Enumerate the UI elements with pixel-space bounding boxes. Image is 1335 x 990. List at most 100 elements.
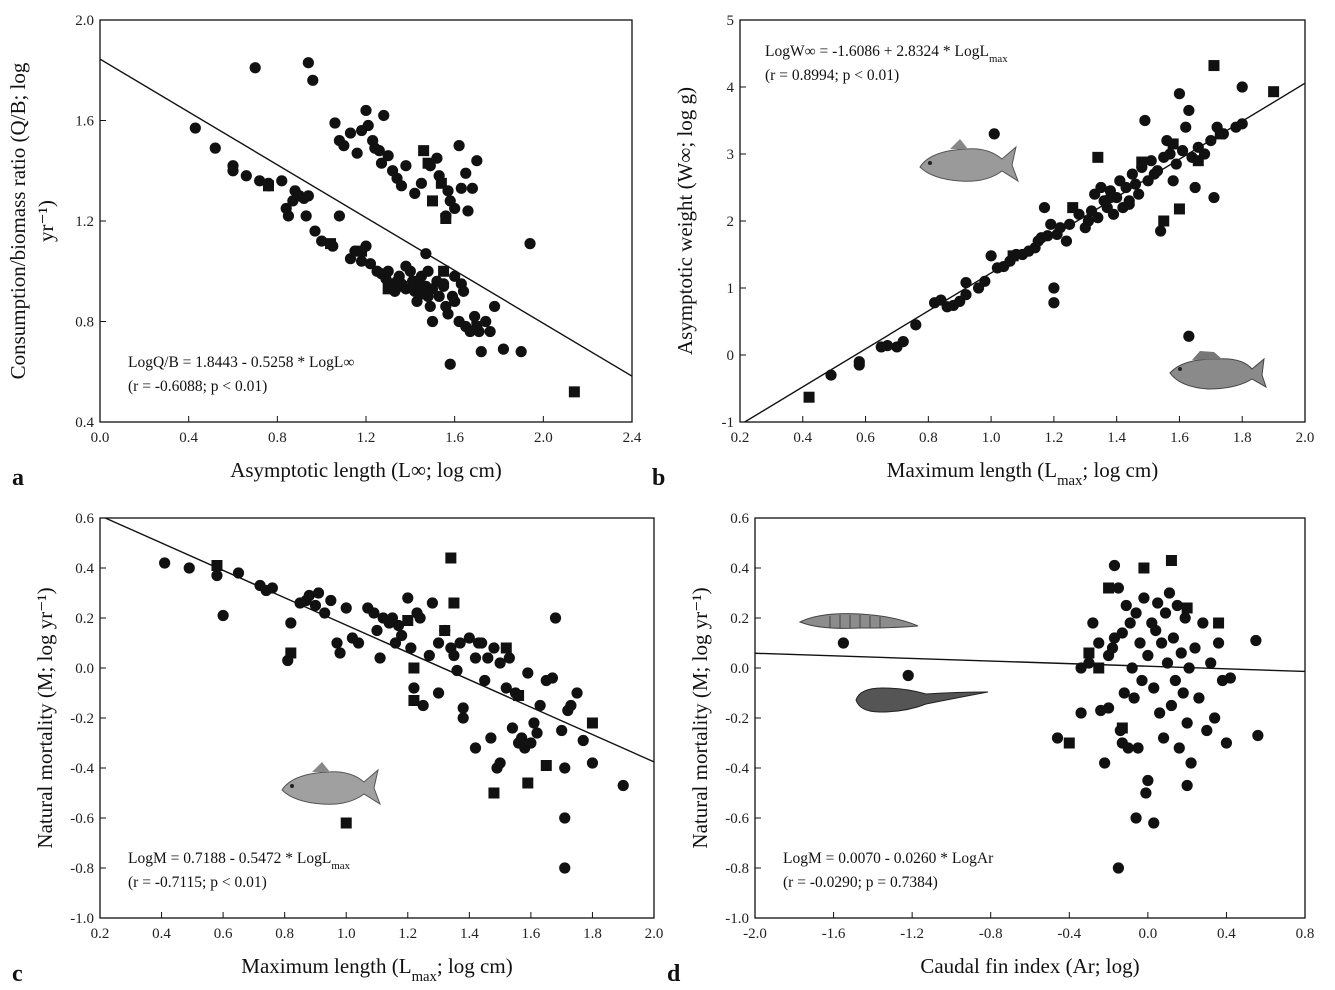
- data-point-circle: [837, 637, 849, 649]
- data-point-circle: [1236, 81, 1248, 93]
- data-point-circle: [1148, 817, 1160, 829]
- data-point-circle: [1124, 617, 1136, 629]
- data-point-circle: [910, 319, 922, 331]
- data-point-square: [488, 787, 500, 799]
- data-point-circle: [1177, 687, 1189, 699]
- panel-d: -2.0 -1.6 -1.2 -0.8 -0.4 0.0 0.4 0.8 -1.0 -0.8 -0.…: [667, 511, 1314, 987]
- data-point-circle: [1095, 181, 1107, 194]
- data-point-circle: [1145, 155, 1157, 167]
- data-point-circle: [1185, 757, 1197, 769]
- data-point-circle: [417, 699, 429, 712]
- data-point-circle: [415, 177, 428, 189]
- data-point-circle: [375, 157, 388, 169]
- data-point-circle: [449, 202, 461, 215]
- data-point-square: [471, 321, 483, 333]
- data-point-circle: [825, 369, 837, 381]
- y-tick-label: 2: [727, 214, 735, 230]
- data-point-circle: [577, 734, 589, 747]
- data-point-circle: [460, 167, 472, 179]
- data-point-square: [440, 212, 452, 224]
- data-point-circle: [1152, 597, 1164, 609]
- data-point-circle: [453, 140, 465, 152]
- data-point-circle: [1220, 737, 1233, 749]
- data-point-square: [500, 642, 512, 654]
- x-axis-label: Maximum length (Lmax; log cm): [241, 954, 512, 985]
- data-point-circle: [1063, 218, 1076, 230]
- data-point-circle: [525, 737, 537, 749]
- y-tick-label: 4: [727, 80, 735, 96]
- data-point-circle: [1167, 632, 1179, 644]
- y-axis-label: Natural mortality (M; log yr⁻¹): [33, 587, 57, 848]
- data-point-circle: [1104, 191, 1116, 204]
- data-point-circle: [1209, 712, 1221, 724]
- y-tick-label: 0.4: [75, 561, 94, 577]
- data-point-circle: [1048, 282, 1060, 294]
- data-point-square: [1067, 202, 1079, 214]
- data-point-circle: [1116, 627, 1128, 639]
- x-axis-label: Asymptotic length (L∞; log cm): [230, 458, 502, 482]
- data-point-circle: [316, 235, 328, 247]
- data-point-square: [408, 662, 420, 674]
- x-tick-label: 1.2: [398, 926, 417, 942]
- data-point-square: [340, 817, 352, 829]
- data-point-circle: [1181, 779, 1193, 792]
- fish-icon-tadpole-d: [855, 687, 989, 713]
- data-point-circle: [396, 629, 408, 642]
- data-point-circle: [389, 637, 402, 649]
- data-point-circle: [1130, 812, 1142, 824]
- x-tick-label: 1.6: [445, 430, 464, 446]
- data-point-circle: [515, 346, 527, 358]
- data-point-circle: [423, 649, 435, 662]
- data-point-circle: [1132, 742, 1144, 754]
- regression-stats: (r = -0.6088; p < 0.01): [128, 378, 267, 395]
- x-tick-label: 2.0: [1296, 430, 1315, 446]
- data-point-circle: [1150, 624, 1162, 637]
- y-tick-label: -1.0: [70, 911, 94, 927]
- data-point-circle: [506, 722, 519, 734]
- data-point-circle: [431, 152, 443, 164]
- data-point-square: [1136, 156, 1148, 168]
- data-point-circle: [1236, 118, 1248, 130]
- data-point-circle: [405, 642, 417, 654]
- data-point-circle: [211, 569, 223, 582]
- data-point-circle: [524, 238, 536, 250]
- data-point-circle: [1082, 215, 1095, 227]
- data-point-circle: [1156, 637, 1168, 649]
- x-tick-label: 0.4: [152, 926, 171, 942]
- data-point-circle: [1175, 647, 1187, 659]
- data-point-square: [1092, 151, 1104, 163]
- y-tick-label: -1.0: [725, 911, 749, 927]
- data-point-circle: [1180, 121, 1192, 133]
- data-point-square: [448, 597, 460, 609]
- data-point-square: [1208, 60, 1220, 72]
- x-tick-label: 0.4: [179, 430, 198, 446]
- y-tick-label: -0.6: [725, 811, 749, 827]
- data-point-circle: [488, 642, 500, 654]
- data-point-square: [415, 288, 427, 300]
- data-point-circle: [444, 358, 456, 370]
- data-point-circle: [1142, 649, 1154, 662]
- data-point-circle: [249, 62, 261, 74]
- data-point-circle: [1189, 181, 1201, 194]
- y-axis-label: Asymptotic weight (W∞; log g): [673, 87, 697, 355]
- data-point-square: [1116, 722, 1128, 734]
- data-point-circle: [902, 669, 914, 682]
- data-point-square: [1083, 647, 1095, 659]
- y-tick-label: -0.8: [70, 861, 94, 877]
- data-point-circle: [400, 160, 412, 172]
- data-point-circle: [424, 300, 436, 313]
- data-point-square: [1213, 617, 1225, 629]
- data-point-square: [586, 717, 598, 729]
- data-point-circle: [534, 699, 546, 712]
- x-axis-label: Caudal fin index (Ar; log): [920, 954, 1139, 978]
- data-point-circle: [457, 702, 469, 714]
- data-point-circle: [469, 652, 482, 664]
- x-tick-label: -2.0: [743, 926, 767, 942]
- data-point-circle: [382, 150, 394, 162]
- data-point-square: [1138, 562, 1150, 574]
- data-point-circle: [232, 567, 245, 579]
- data-point-square: [262, 180, 274, 192]
- data-point-circle: [1201, 724, 1213, 737]
- data-point-square: [1093, 662, 1105, 674]
